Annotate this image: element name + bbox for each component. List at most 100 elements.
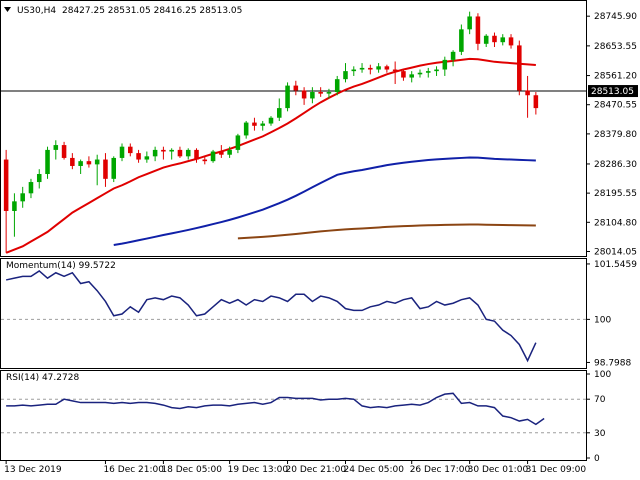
- x-tick-label: 19 Dec 13:00: [228, 465, 289, 475]
- candle-body: [268, 117, 274, 124]
- candle-body: [475, 16, 481, 44]
- candle-body: [219, 151, 224, 155]
- rsi-layer: [1, 392, 586, 434]
- candle-body: [86, 161, 92, 165]
- candle-body: [243, 122, 249, 136]
- candle-body: [326, 92, 332, 94]
- candle-body: [351, 69, 357, 72]
- candle-body: [252, 122, 257, 126]
- current-price-label: 28513.05: [591, 87, 634, 97]
- candle-body: [28, 182, 34, 194]
- candle-body: [425, 71, 431, 73]
- candle-body: [144, 156, 150, 160]
- x-tick-label: 18 Dec 05:00: [161, 465, 222, 475]
- momentum-y-tick-label: 100: [594, 315, 611, 325]
- candle-body: [409, 74, 414, 78]
- price-y-tick-label: 28561.20: [594, 72, 637, 82]
- candle-body: [285, 85, 290, 109]
- candle-body: [434, 69, 439, 72]
- rsi-y-tick-label: 0: [594, 454, 600, 464]
- ohlc-label: 28427.25 28531.05 28416.25 28513.05: [62, 6, 242, 16]
- candle-body: [235, 135, 241, 150]
- candle-body: [111, 157, 117, 179]
- candle-body: [210, 151, 216, 162]
- candle-body: [185, 149, 191, 157]
- x-tick-label: 24 Dec 05:00: [343, 465, 404, 475]
- candle-body: [442, 59, 448, 70]
- momentum-panel-frame: [0, 258, 587, 369]
- rsi-title: RSI(14) 47.2728: [6, 373, 79, 383]
- candle-body: [492, 35, 497, 43]
- candle-body: [359, 67, 365, 70]
- candle-body: [260, 123, 265, 126]
- candle-body: [20, 193, 25, 202]
- rsi-y-tick-label: 100: [594, 370, 611, 380]
- candle-body: [384, 66, 390, 70]
- price-y-tick-label: 28745.90: [594, 12, 637, 22]
- sma-slow-line: [237, 223, 536, 240]
- candle-body: [293, 85, 299, 91]
- momentum-line: [5, 270, 537, 363]
- x-tick-label: 30 Dec 01:00: [468, 465, 529, 475]
- collapse-triangle-icon[interactable]: [4, 7, 11, 12]
- price-y-tick-label: 28379.80: [594, 130, 637, 140]
- candle-body: [202, 159, 208, 162]
- candle-body: [36, 174, 42, 183]
- candle-body: [508, 37, 514, 46]
- candle-body: [227, 149, 232, 155]
- candle-body: [343, 71, 348, 80]
- candle-body: [417, 72, 423, 75]
- candle-body: [177, 149, 183, 157]
- sma-mid-line: [113, 156, 536, 247]
- price-y-tick-label: 28286.30: [594, 160, 637, 170]
- candle-body: [161, 149, 166, 152]
- rsi-panel-frame: [0, 370, 587, 461]
- candle-body: [3, 159, 9, 211]
- candle-body: [301, 90, 307, 99]
- x-tick-label: 20 Dec 21:00: [286, 465, 347, 475]
- candle-body: [119, 146, 125, 158]
- candle-body: [152, 149, 158, 157]
- candle-body: [277, 108, 282, 118]
- price-y-tick-label: 28014.05: [594, 247, 637, 257]
- candle-body: [128, 146, 133, 154]
- candle-body: [78, 161, 83, 166]
- momentum-y-tick-label: 101.5459: [594, 260, 637, 270]
- candle-body: [500, 37, 506, 43]
- main-price-layer: [1, 11, 586, 254]
- candle-body: [94, 159, 100, 165]
- candle-body: [483, 35, 489, 44]
- current-price-badge: [588, 85, 638, 98]
- candle-body: [334, 79, 340, 93]
- price-y-tick-label: 28653.55: [594, 42, 637, 52]
- x-tick-label: 16 Dec 21:00: [103, 465, 164, 475]
- price-y-tick-label: 28195.55: [594, 189, 637, 199]
- momentum-title: Momentum(14) 99.5722: [6, 261, 116, 271]
- candle-body: [450, 51, 456, 60]
- candle-body: [136, 153, 141, 160]
- candle-body: [169, 149, 174, 152]
- symbol-label: US30,H4: [17, 6, 56, 16]
- price-y-tick-label: 28104.80: [594, 218, 637, 228]
- sma-fast-line: [5, 57, 536, 254]
- candle-body: [45, 149, 50, 175]
- momentum-layer: [1, 270, 586, 363]
- x-tick-label: 31 Dec 09:00: [526, 465, 587, 475]
- candle-body: [401, 71, 406, 78]
- candle-body: [61, 145, 67, 158]
- rsi-y-tick-label: 30: [594, 429, 606, 439]
- candle-body: [459, 29, 464, 52]
- candle-body: [525, 90, 530, 96]
- candle-body: [376, 66, 381, 70]
- momentum-y-tick-label: 98.7988: [594, 358, 631, 368]
- candle-body: [533, 95, 539, 109]
- candle-body: [103, 159, 108, 179]
- price-y-tick-label: 28470.55: [594, 101, 637, 111]
- candle-body: [12, 201, 17, 211]
- candle-body: [392, 69, 398, 72]
- candle-body: [368, 67, 373, 70]
- main-panel-frame: [0, 0, 587, 257]
- candle-body: [194, 149, 199, 160]
